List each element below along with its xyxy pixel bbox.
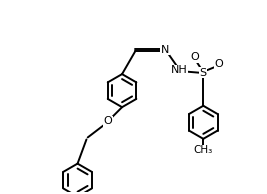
Text: S: S xyxy=(200,68,207,78)
Text: O: O xyxy=(104,116,112,126)
Text: N: N xyxy=(161,45,169,55)
Text: O: O xyxy=(215,59,223,69)
Text: CH₃: CH₃ xyxy=(194,145,213,155)
Text: O: O xyxy=(190,52,199,62)
Text: NH: NH xyxy=(171,65,188,75)
